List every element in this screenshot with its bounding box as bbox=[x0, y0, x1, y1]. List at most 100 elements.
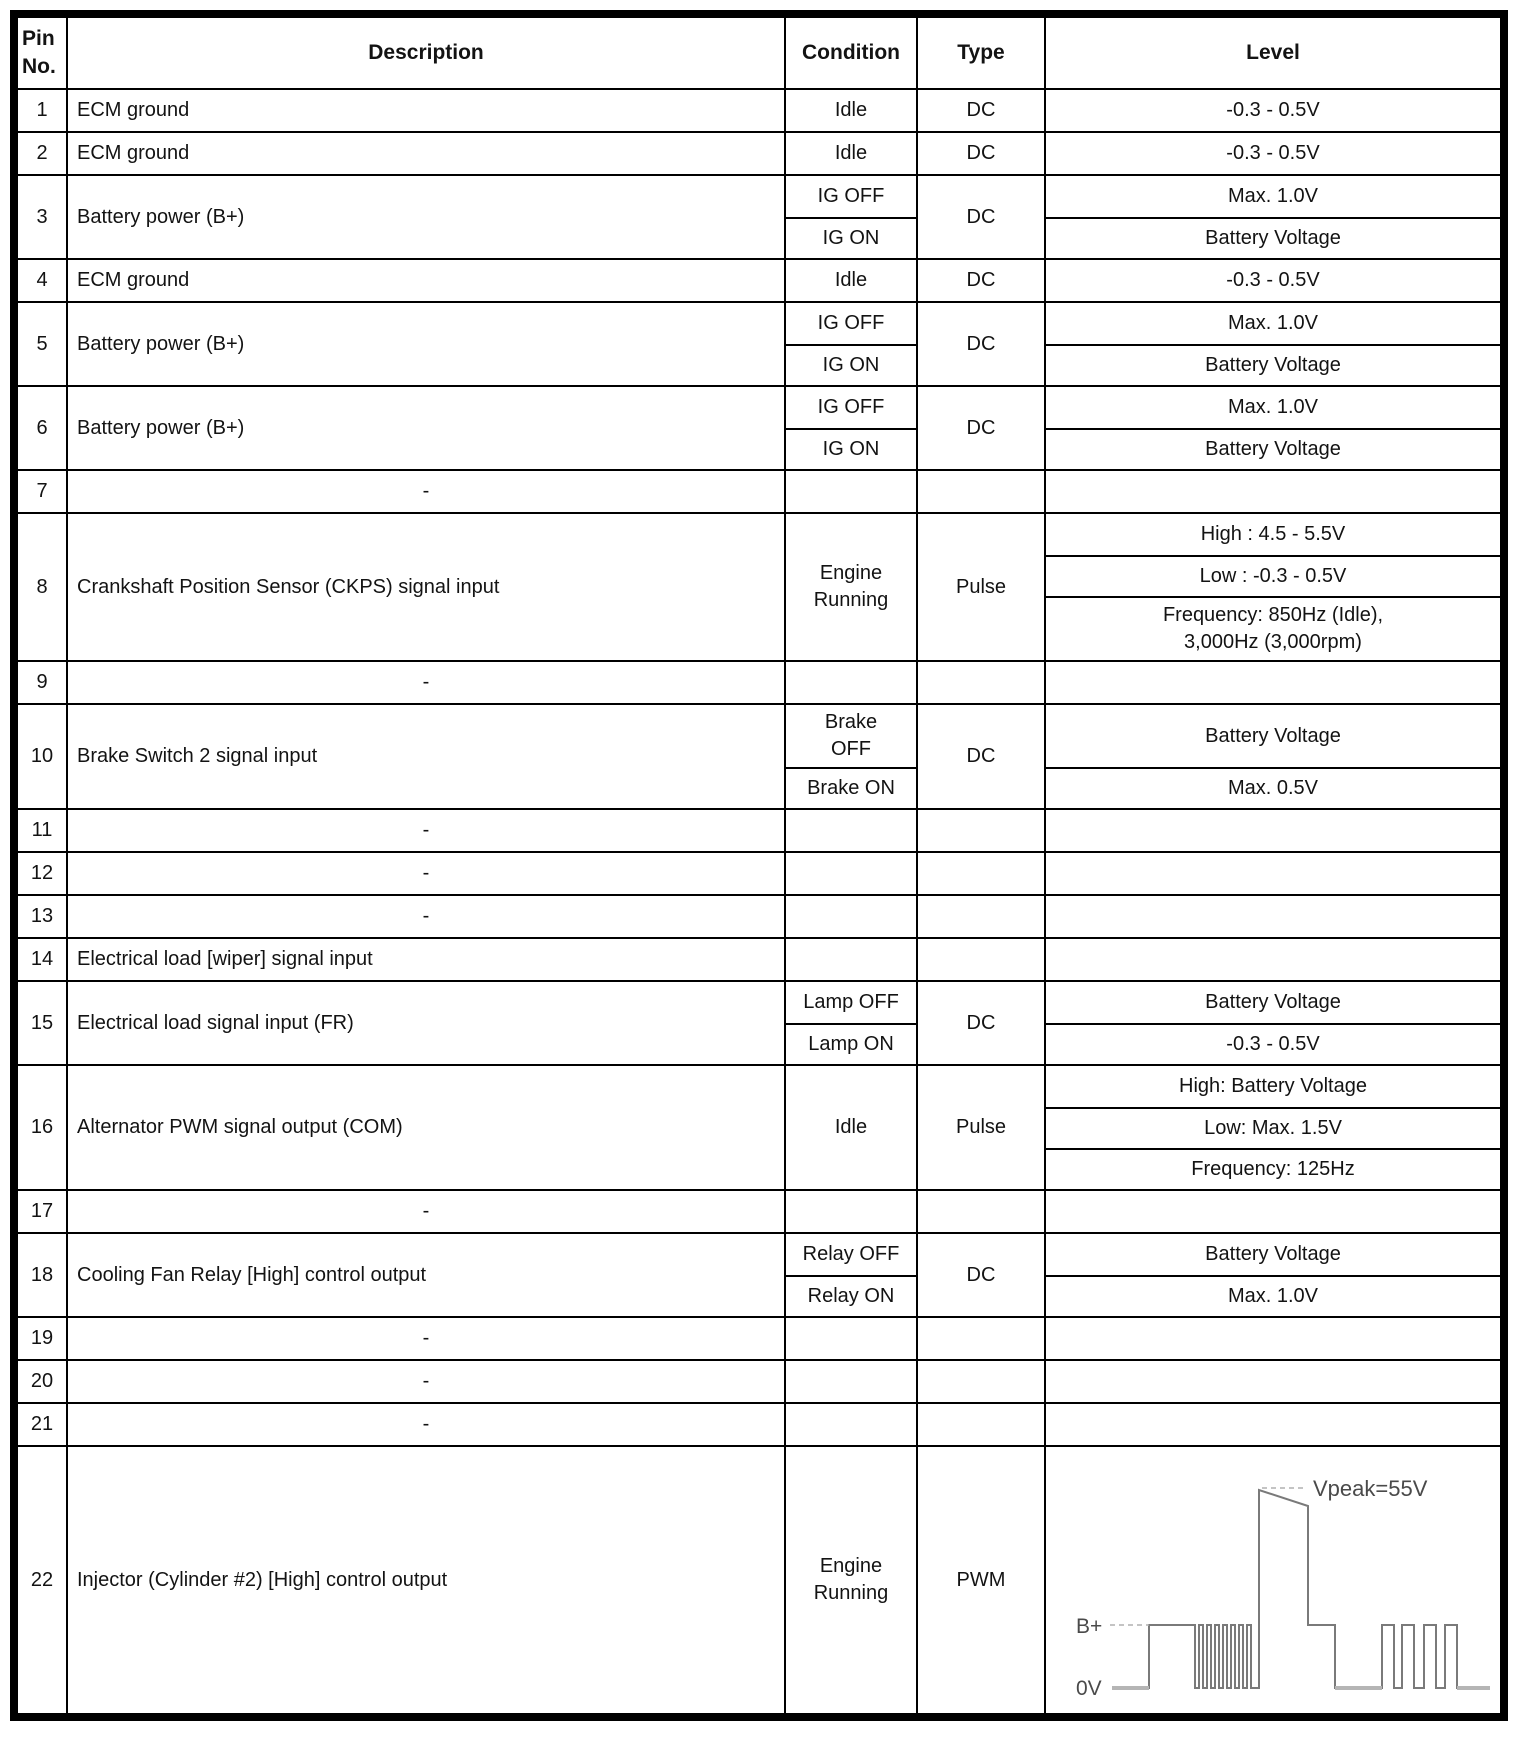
description-cell: - bbox=[66, 1404, 784, 1445]
type-cell: Pulse bbox=[916, 1066, 1044, 1189]
description-cell: Alternator PWM signal output (COM) bbox=[66, 1066, 784, 1189]
description-cell: - bbox=[66, 662, 784, 703]
table-row-pin-2: 2 ECM ground Idle DC -0.3 - 0.5V bbox=[18, 131, 1500, 174]
pin-number-cell: 16 bbox=[30, 1116, 54, 1138]
table-row-pin-8: 8 Crankshaft Position Sensor (CKPS) signa… bbox=[18, 512, 1500, 660]
header-level: Level bbox=[1044, 18, 1500, 88]
pin-number-cell: 22 bbox=[30, 1568, 54, 1591]
pin-number-cell: 21 bbox=[30, 1413, 54, 1435]
condition-subcell: IG OFF bbox=[784, 176, 916, 217]
description-cell: Injector (Cylinder #2) [High] control ou… bbox=[66, 1447, 784, 1713]
pin-number-cell: 12 bbox=[30, 862, 54, 884]
table-row-pin-10: 10 Brake Switch 2 signal input Brake OFF Br… bbox=[18, 703, 1500, 808]
pin-number-cell: 7 bbox=[36, 480, 48, 502]
pin-number-cell: 10 bbox=[30, 745, 54, 767]
header-pin-no: Pin No. bbox=[22, 26, 56, 78]
level-subcell: Frequency: 125Hz bbox=[1044, 1148, 1500, 1189]
pin-number-cell: 19 bbox=[30, 1327, 54, 1349]
pin-number-cell: 11 bbox=[31, 819, 53, 841]
table-row-pin-13: 13- bbox=[18, 894, 1500, 937]
description-cell: - bbox=[66, 1361, 784, 1402]
condition-subcell: Lamp OFF bbox=[784, 982, 916, 1023]
condition-subcell: Brake ON bbox=[784, 767, 916, 808]
table-row-pin-22: 22 Injector (Cylinder #2) [High] control … bbox=[18, 1445, 1500, 1713]
condition-cell bbox=[784, 896, 916, 937]
pin-number-cell: 8 bbox=[36, 575, 48, 598]
pin-number-cell: 13 bbox=[30, 905, 54, 927]
condition-cell: Idle bbox=[784, 260, 916, 301]
level-cell bbox=[1044, 1191, 1500, 1232]
pin-number-cell: 4 bbox=[36, 269, 48, 291]
condition-cell bbox=[784, 810, 916, 851]
table-row-pin-12: 12- bbox=[18, 851, 1500, 894]
header-condition: Condition bbox=[784, 18, 916, 88]
level-subcell: Max. 1.0V bbox=[1044, 1275, 1500, 1316]
pin-number-cell: 14 bbox=[30, 948, 54, 970]
type-cell bbox=[916, 896, 1044, 937]
level-waveform-cell: B+ 0V Vpeak=55V bbox=[1044, 1447, 1500, 1713]
level-cell bbox=[1044, 896, 1500, 937]
condition-cell: Engine Running bbox=[784, 514, 916, 660]
description-cell: ECM ground bbox=[66, 260, 784, 301]
header-row: Pin No. Description Condition Type Level bbox=[18, 18, 1500, 88]
table-row-pin-11: 11- bbox=[18, 808, 1500, 851]
type-cell: PWM bbox=[916, 1447, 1044, 1713]
level-cell bbox=[1044, 939, 1500, 980]
level-subcell: High : 4.5 - 5.5V bbox=[1044, 514, 1500, 555]
table-row-pin-19: 19- bbox=[18, 1316, 1500, 1359]
description-cell: Brake Switch 2 signal input bbox=[66, 705, 784, 808]
condition-cell bbox=[784, 1404, 916, 1445]
type-cell bbox=[916, 810, 1044, 851]
condition-cell bbox=[784, 1361, 916, 1402]
level-subcell: Low: Max. 1.5V bbox=[1044, 1107, 1500, 1148]
pin-table: Pin No. Description Condition Type Level… bbox=[10, 10, 1508, 1721]
waveform-vpeak-label: Vpeak=55V bbox=[1313, 1476, 1428, 1501]
level-subcell: Battery Voltage bbox=[1044, 344, 1500, 385]
type-cell: DC bbox=[916, 133, 1044, 174]
description-cell: - bbox=[66, 471, 784, 512]
type-cell: DC bbox=[916, 303, 1044, 385]
type-cell: DC bbox=[916, 1234, 1044, 1316]
level-subcell: Battery Voltage bbox=[1044, 1234, 1500, 1275]
pin-number-cell: 1 bbox=[36, 99, 48, 121]
condition-cell bbox=[784, 471, 916, 512]
description-cell: Electrical load [wiper] signal input bbox=[66, 939, 784, 980]
condition-subcell: Lamp ON bbox=[784, 1023, 916, 1064]
header-description: Description bbox=[66, 18, 784, 88]
pin-number-cell: 5 bbox=[36, 332, 48, 355]
table-row-pin-6: 6 Battery power (B+) IG OFF IG ON DC Max. 1.0… bbox=[18, 385, 1500, 469]
condition-subcell: IG OFF bbox=[784, 303, 916, 344]
table-row-pin-7: 7- bbox=[18, 469, 1500, 512]
table-row-pin-17: 17- bbox=[18, 1189, 1500, 1232]
type-cell: DC bbox=[916, 260, 1044, 301]
level-subcell: Battery Voltage bbox=[1044, 982, 1500, 1023]
level-cell: -0.3 - 0.5V bbox=[1044, 133, 1500, 174]
description-cell: Electrical load signal input (FR) bbox=[66, 982, 784, 1064]
description-cell: - bbox=[66, 896, 784, 937]
condition-cell: Engine Running bbox=[784, 1447, 916, 1713]
table-row-pin-14: 14 Electrical load [wiper] signal input bbox=[18, 937, 1500, 980]
pin-number-cell: 6 bbox=[36, 416, 48, 439]
level-cell: -0.3 - 0.5V bbox=[1044, 90, 1500, 131]
description-cell: Cooling Fan Relay [High] control output bbox=[66, 1234, 784, 1316]
pin-number-cell: 15 bbox=[30, 1011, 54, 1034]
condition-subcell: Relay ON bbox=[784, 1275, 916, 1316]
type-cell bbox=[916, 471, 1044, 512]
condition-cell bbox=[784, 1191, 916, 1232]
type-cell: DC bbox=[916, 982, 1044, 1064]
waveform-zero-label: 0V bbox=[1076, 1677, 1102, 1700]
table-row-pin-20: 20- bbox=[18, 1359, 1500, 1402]
level-subcell: Battery Voltage bbox=[1044, 705, 1500, 767]
type-cell bbox=[916, 1191, 1044, 1232]
condition-subcell: Relay OFF bbox=[784, 1234, 916, 1275]
description-cell: - bbox=[66, 1318, 784, 1359]
description-cell: Crankshaft Position Sensor (CKPS) signal… bbox=[66, 514, 784, 660]
table-row-pin-4: 4 ECM ground Idle DC -0.3 - 0.5V bbox=[18, 258, 1500, 301]
condition-cell: Idle bbox=[784, 133, 916, 174]
table-row-pin-15: 15 Electrical load signal input (FR) Lamp … bbox=[18, 980, 1500, 1064]
pin-number-cell: 2 bbox=[36, 142, 48, 164]
header-type: Type bbox=[916, 18, 1044, 88]
type-cell: DC bbox=[916, 90, 1044, 131]
pin-number-cell: 20 bbox=[30, 1370, 54, 1392]
description-cell: - bbox=[66, 810, 784, 851]
